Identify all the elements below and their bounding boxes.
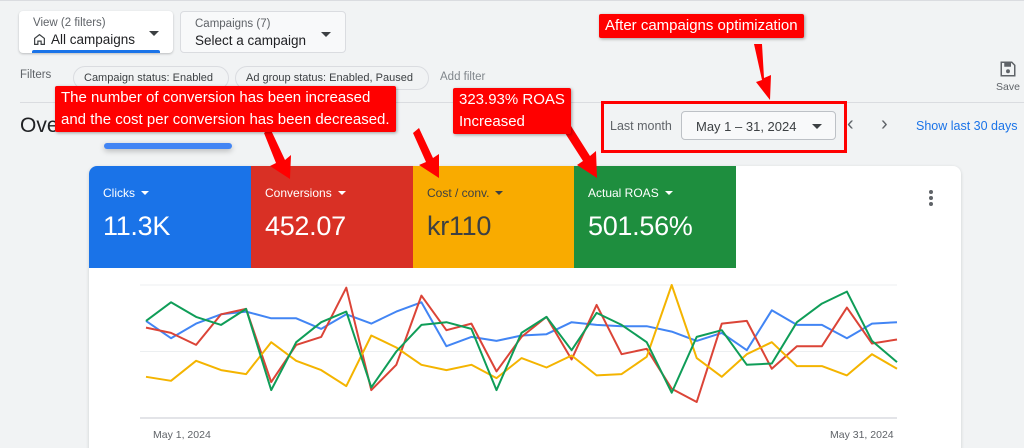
metric-value: 501.56% (588, 211, 693, 241)
metric-value: 11.3K (103, 211, 171, 241)
metric-label: Conversions (265, 186, 332, 200)
date-range-highlight (601, 101, 847, 153)
more-options-icon[interactable] (929, 190, 935, 208)
save-icon (1000, 61, 1016, 77)
date-range-value: May 1 – 31, 2024 (696, 119, 797, 134)
filters-label: Filters (20, 69, 52, 81)
caret-down-icon (664, 191, 673, 195)
add-filter-button[interactable]: Add filter (440, 71, 486, 83)
date-range-label: Last month (610, 119, 672, 133)
top-border (0, 0, 1024, 1)
caret-down-icon (337, 191, 346, 195)
metric-label: Actual ROAS (588, 186, 659, 200)
chevron-down-icon (149, 31, 159, 36)
metric-tile-clicks[interactable]: Clicks 11.3K (89, 166, 251, 268)
save-button[interactable]: Save (992, 60, 1024, 100)
x-axis-start-label: May 1, 2024 (153, 429, 211, 441)
view-picker-label: View (2 filters) (33, 17, 106, 29)
save-label: Save (996, 81, 1020, 93)
annotation-after-optimization: After campaigns optimization (599, 14, 804, 38)
annotation-text: Increased (459, 113, 525, 130)
metric-tile-conversions[interactable]: Conversions 452.07 (251, 166, 413, 268)
chevron-right-icon[interactable]: › (881, 113, 888, 135)
view-picker[interactable]: View (2 filters) All campaigns (19, 11, 173, 53)
series-line-clicks (145, 301, 898, 352)
x-axis-end-label: May 31, 2024 (830, 429, 894, 441)
chevron-left-icon[interactable]: ‹ (847, 113, 854, 135)
series-line-conversions (145, 286, 898, 403)
chevron-down-icon (321, 32, 331, 37)
annotation-text: and the cost per conversion has been dec… (61, 111, 390, 128)
date-range-select[interactable]: May 1 – 31, 2024 (681, 111, 836, 140)
metric-label: Clicks (103, 186, 135, 200)
annotation-text: The number of conversion has been increa… (61, 89, 371, 106)
campaign-picker-label: Campaigns (7) (195, 18, 271, 30)
annotation-text: 323.93% ROAS (459, 91, 565, 108)
home-icon (34, 33, 45, 45)
series-line-cost-conv- (145, 284, 898, 388)
show-last-30-days-link[interactable]: Show last 30 days (916, 119, 1018, 133)
annotation-conversions: The number of conversion has been increa… (55, 86, 396, 132)
campaign-picker-value: Select a campaign (195, 33, 307, 48)
caret-down-icon (141, 191, 149, 195)
series-line-actual-roas (145, 290, 898, 394)
annotation-roas: 323.93% ROAS Increased (453, 88, 571, 134)
caret-down-icon (495, 191, 504, 195)
metric-tile-cost-per-conv[interactable]: Cost / conv. kr110 (413, 166, 575, 268)
metric-label: Cost / conv. (427, 186, 490, 200)
active-underline (32, 50, 160, 53)
metric-value: 452.07 (265, 211, 346, 241)
campaign-picker[interactable]: Campaigns (7) Select a campaign (180, 11, 346, 53)
chevron-down-icon (812, 124, 822, 129)
view-picker-value: All campaigns (51, 32, 136, 47)
metric-tile-actual-roas[interactable]: Actual ROAS 501.56% (574, 166, 736, 268)
metric-value: kr110 (427, 211, 492, 241)
tab-indicator (104, 143, 232, 149)
